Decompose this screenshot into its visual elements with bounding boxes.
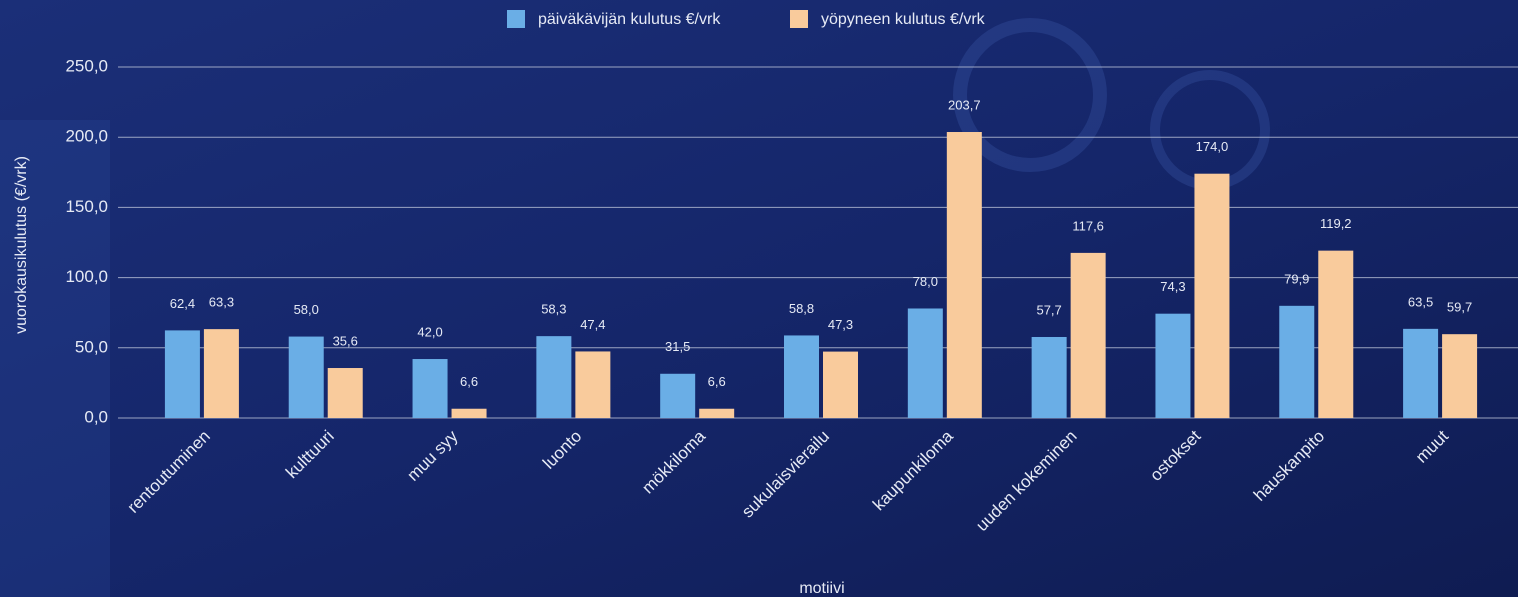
value-label: 35,6 bbox=[333, 333, 358, 348]
bar bbox=[328, 368, 363, 418]
bar bbox=[204, 329, 239, 418]
bar bbox=[536, 336, 571, 418]
legend-label: päiväkävijän kulutus €/vrk bbox=[538, 11, 721, 28]
value-label: 74,3 bbox=[1160, 279, 1185, 294]
value-label: 58,0 bbox=[294, 302, 319, 317]
y-tick-label: 50,0 bbox=[75, 337, 108, 356]
bar bbox=[908, 308, 943, 418]
y-tick-label: 0,0 bbox=[84, 407, 108, 426]
bar bbox=[1155, 314, 1190, 418]
bar bbox=[1071, 253, 1106, 418]
y-tick-label: 150,0 bbox=[65, 197, 108, 216]
bar bbox=[1279, 306, 1314, 418]
value-label: 31,5 bbox=[665, 339, 690, 354]
value-label: 6,6 bbox=[708, 374, 726, 389]
value-label: 203,7 bbox=[948, 97, 981, 112]
bar bbox=[1442, 334, 1477, 418]
value-label: 62,4 bbox=[170, 296, 195, 311]
bar bbox=[784, 335, 819, 418]
value-label: 47,4 bbox=[580, 317, 605, 332]
y-tick-label: 250,0 bbox=[65, 56, 108, 75]
bar bbox=[1403, 329, 1438, 418]
bar bbox=[1032, 337, 1067, 418]
bar bbox=[452, 409, 487, 418]
value-label: 58,8 bbox=[789, 301, 814, 316]
value-label: 117,6 bbox=[1072, 218, 1104, 233]
bar bbox=[947, 132, 982, 418]
y-axis-label: vuorokausikulutus (€/vrk) bbox=[13, 156, 30, 334]
chart: vuorokausikulutus (€/vrk) motiivi 0,0 50,… bbox=[0, 0, 1518, 597]
legend-swatch bbox=[790, 10, 808, 28]
value-label: 57,7 bbox=[1036, 302, 1061, 317]
bar bbox=[165, 330, 200, 418]
y-tick-label: 200,0 bbox=[65, 127, 108, 146]
value-label: 6,6 bbox=[460, 374, 478, 389]
legend-swatch bbox=[507, 10, 525, 28]
value-label: 47,3 bbox=[828, 317, 853, 332]
bar bbox=[1194, 174, 1229, 418]
bar bbox=[699, 409, 734, 418]
value-label: 119,2 bbox=[1320, 216, 1352, 231]
value-label: 42,0 bbox=[417, 324, 442, 339]
bar bbox=[823, 352, 858, 418]
bar bbox=[575, 351, 610, 418]
bar bbox=[1318, 251, 1353, 418]
x-axis-label: motiivi bbox=[799, 580, 844, 597]
legend-label: yöpyneen kulutus €/vrk bbox=[821, 11, 986, 28]
value-label: 58,3 bbox=[541, 302, 566, 317]
bar bbox=[289, 337, 324, 418]
bar bbox=[413, 359, 448, 418]
value-label: 63,3 bbox=[209, 295, 234, 310]
value-label: 63,5 bbox=[1408, 294, 1433, 309]
y-tick-label: 100,0 bbox=[65, 267, 108, 286]
value-label: 78,0 bbox=[913, 274, 938, 289]
value-label: 59,7 bbox=[1447, 300, 1472, 315]
value-label: 174,0 bbox=[1196, 139, 1229, 154]
value-label: 79,9 bbox=[1284, 271, 1309, 286]
bar bbox=[660, 374, 695, 418]
